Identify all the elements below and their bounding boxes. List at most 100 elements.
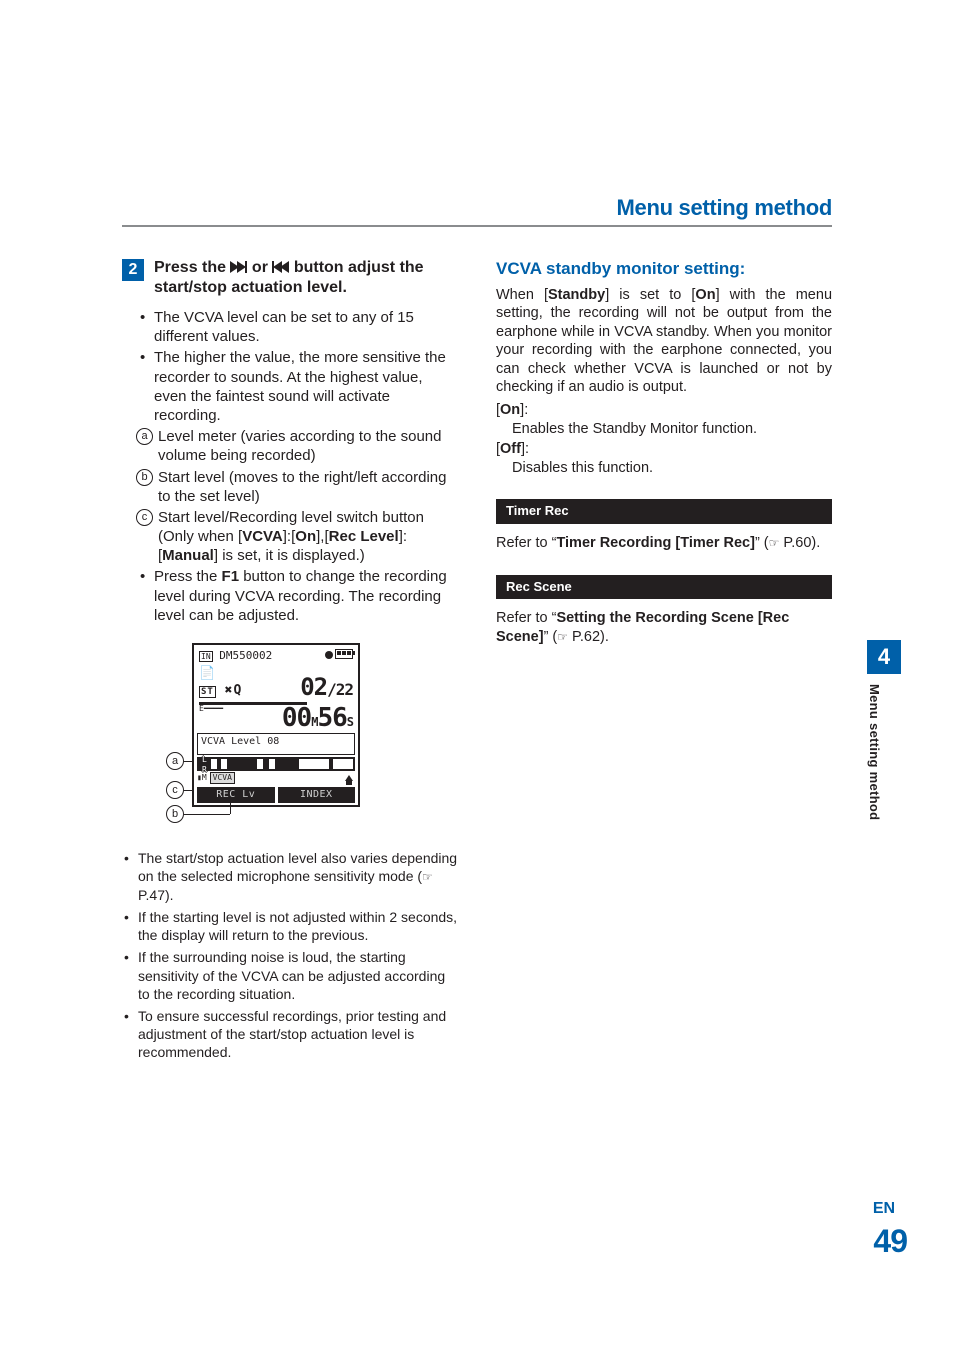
banner-timer-rec: Timer Rec (496, 499, 832, 524)
softkey-index: INDEX (278, 787, 356, 803)
t: Press the (154, 259, 230, 276)
t: Start level (moves to the right/left acc… (158, 469, 446, 505)
b: On (500, 402, 520, 418)
option-off-desc: Disables this function. (512, 459, 832, 478)
t: or (247, 259, 272, 276)
left-column: 2 Press the or button adjust the start/s… (122, 258, 458, 1065)
b: F1 (222, 568, 240, 585)
home-icon (345, 775, 353, 781)
pointer-icon: ☞ (769, 536, 780, 552)
device-screen: IN DM550002 📄ST ✖Q 02/22 E━━━━ 00M56S VC… (192, 643, 360, 807)
list-item: a Level meter (varies according to the so… (136, 427, 458, 465)
rec-dot-icon (325, 651, 333, 659)
t: ” ( (544, 629, 558, 645)
t: ]: (520, 402, 528, 418)
elapsed-time: 00M56S (282, 705, 353, 731)
sub-heading: VCVA standby monitor setting: (496, 258, 832, 280)
file-counter: 02/22 (300, 675, 353, 699)
callout-line (184, 814, 230, 815)
t: ],[ (316, 528, 329, 545)
chapter-label: Menu setting method (867, 684, 882, 820)
t: Press the (154, 568, 222, 585)
t: ] is set, it is displayed.) (214, 547, 365, 564)
lr-label: LR (202, 755, 207, 775)
step-heading: 2 Press the or button adjust the start/s… (122, 258, 458, 298)
t: ]: (521, 441, 529, 457)
b: Manual (162, 547, 214, 564)
dev-top-row: IN DM550002 (194, 645, 358, 664)
mvcva-row: ▮MVCVA (197, 772, 355, 784)
list-item: b Start level (moves to the right/left ac… (136, 468, 458, 506)
list-item: To ensure successful recordings, prior t… (122, 1007, 458, 1062)
softkey-row: REC Lv INDEX (197, 787, 355, 803)
step-number-box: 2 (122, 259, 144, 281)
t: ” ( (755, 535, 769, 551)
s: S (347, 715, 353, 729)
b: Rec Level (329, 528, 399, 545)
t: Level meter (varies according to the sou… (158, 428, 441, 464)
ef-label: E━━━━ (199, 705, 223, 721)
bullet-list-2: Press the F1 button to change the record… (136, 567, 458, 625)
d: /22 (327, 680, 353, 699)
t: P.60). (779, 535, 820, 551)
timer-rec-ref: Refer to “Timer Recording [Timer Rec]” (… (496, 534, 832, 553)
t: Refer to “ (496, 610, 556, 626)
chapter-number: 4 (867, 640, 901, 674)
callout-line (230, 803, 231, 814)
step-text: Press the or button adjust the start/sto… (154, 258, 458, 298)
b: Standby (548, 287, 605, 303)
callout-b-icon: b (166, 805, 184, 823)
status (325, 649, 353, 663)
t: ] with the menu setting, the recording w… (496, 287, 832, 396)
level-meter: LR (197, 757, 355, 771)
b: VCVA (242, 528, 283, 545)
letter-b-icon: b (136, 469, 153, 486)
t: P.47). (138, 887, 174, 903)
pointer-icon: ☞ (422, 870, 433, 886)
b: Timer Recording [Timer Rec] (556, 535, 755, 551)
vcva-label-bar: VCVA Level 08 (197, 733, 355, 755)
b: On (295, 528, 316, 545)
callout-a-icon: a (166, 752, 184, 770)
callout-line (184, 761, 194, 762)
list-item: The VCVA level can be set to any of 15 d… (136, 308, 458, 346)
option-on-desc: Enables the Standby Monitor function. (512, 420, 832, 439)
t: The start/stop actuation level also vari… (138, 850, 457, 884)
list-item: If the surrounding noise is loud, the st… (122, 948, 458, 1003)
banner-rec-scene: Rec Scene (496, 575, 832, 600)
list-item: If the starting level is not adjusted wi… (122, 908, 458, 944)
t: Refer to “ (496, 535, 556, 551)
t: When [ (496, 287, 548, 303)
t: DM550002 (219, 649, 272, 662)
device-figure: IN DM550002 📄ST ✖Q 02/22 E━━━━ 00M56S VC… (166, 643, 366, 821)
rew-icon (272, 259, 289, 276)
pointer-icon: ☞ (557, 630, 568, 646)
option-on-label: [On]: (496, 401, 832, 420)
t: P.62). (568, 629, 609, 645)
option-off-label: [Off]: (496, 440, 832, 459)
t: ]:[ (283, 528, 296, 545)
header-rule (122, 225, 832, 227)
letter-c-icon: c (136, 509, 153, 526)
callout-line (184, 790, 194, 791)
rec-scene-ref: Refer to “Setting the Recording Scene [R… (496, 609, 832, 647)
n: 00 (282, 703, 311, 733)
notes-list: The start/stop actuation level also vari… (122, 849, 458, 1061)
title: IN DM550002 (199, 649, 272, 663)
section-title: Menu setting method (616, 195, 832, 221)
softkey-rec-lv: REC Lv (197, 787, 275, 803)
sidebar: 4 Menu setting method (867, 640, 901, 920)
lettered-list: a Level meter (varies according to the so… (136, 427, 458, 565)
vcva-badge: VCVA (210, 772, 235, 784)
b: Off (500, 441, 521, 457)
list-item: cStart level/Recording level switch butt… (136, 508, 458, 566)
dev-row-3: E━━━━ 00M56S (194, 705, 358, 731)
battery-icon (335, 649, 353, 659)
letter-a-icon: a (136, 428, 153, 445)
callout-c-icon: c (166, 781, 184, 799)
list-item: The higher the value, the more sensitive… (136, 348, 458, 425)
bullet-list-1: The VCVA level can be set to any of 15 d… (136, 308, 458, 425)
list-item: Press the F1 button to change the record… (136, 567, 458, 625)
n: 56 (317, 703, 346, 733)
mode-icons: 📄ST ✖Q (199, 666, 242, 699)
